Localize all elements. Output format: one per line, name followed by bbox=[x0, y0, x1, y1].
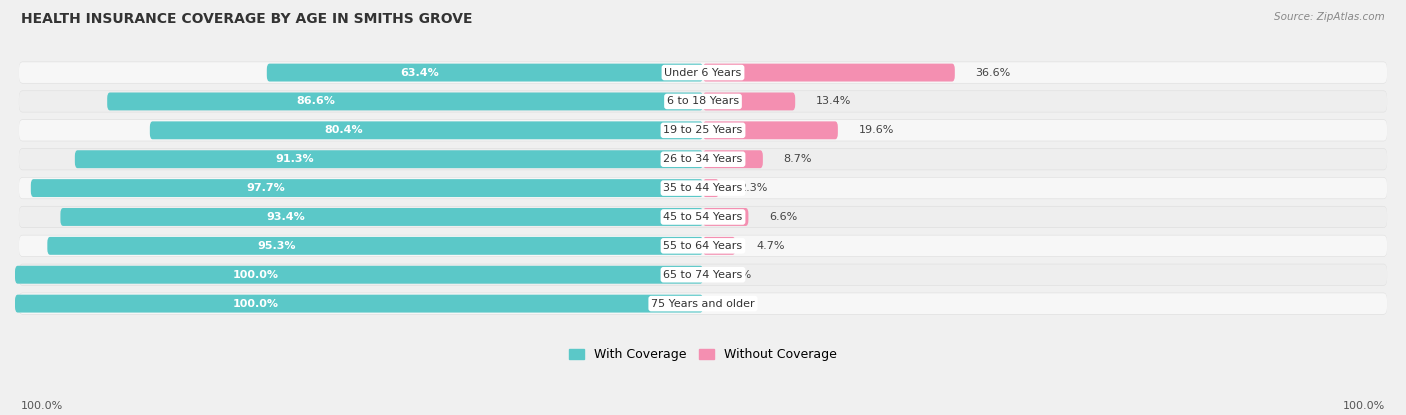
Text: HEALTH INSURANCE COVERAGE BY AGE IN SMITHS GROVE: HEALTH INSURANCE COVERAGE BY AGE IN SMIT… bbox=[21, 12, 472, 27]
FancyBboxPatch shape bbox=[20, 235, 1386, 257]
FancyBboxPatch shape bbox=[20, 207, 1386, 227]
Text: 2.3%: 2.3% bbox=[740, 183, 768, 193]
Text: Under 6 Years: Under 6 Years bbox=[665, 68, 741, 78]
FancyBboxPatch shape bbox=[20, 178, 1386, 198]
FancyBboxPatch shape bbox=[20, 235, 1386, 256]
Text: 8.7%: 8.7% bbox=[783, 154, 813, 164]
FancyBboxPatch shape bbox=[703, 93, 796, 110]
FancyBboxPatch shape bbox=[20, 120, 1386, 141]
Text: 35 to 44 Years: 35 to 44 Years bbox=[664, 183, 742, 193]
Text: 63.4%: 63.4% bbox=[401, 68, 439, 78]
FancyBboxPatch shape bbox=[75, 150, 703, 168]
FancyBboxPatch shape bbox=[20, 61, 1386, 83]
FancyBboxPatch shape bbox=[15, 295, 703, 312]
Text: 93.4%: 93.4% bbox=[266, 212, 305, 222]
Text: 100.0%: 100.0% bbox=[1343, 401, 1385, 411]
Text: 19.6%: 19.6% bbox=[859, 125, 894, 135]
Text: 86.6%: 86.6% bbox=[297, 96, 335, 107]
FancyBboxPatch shape bbox=[20, 62, 1386, 83]
FancyBboxPatch shape bbox=[48, 237, 703, 255]
FancyBboxPatch shape bbox=[20, 90, 1386, 112]
Text: 65 to 74 Years: 65 to 74 Years bbox=[664, 270, 742, 280]
FancyBboxPatch shape bbox=[20, 120, 1386, 141]
FancyBboxPatch shape bbox=[703, 121, 838, 139]
FancyBboxPatch shape bbox=[20, 148, 1386, 170]
FancyBboxPatch shape bbox=[31, 179, 703, 197]
FancyBboxPatch shape bbox=[703, 237, 735, 255]
FancyBboxPatch shape bbox=[15, 266, 703, 284]
Text: 100.0%: 100.0% bbox=[233, 299, 278, 309]
FancyBboxPatch shape bbox=[20, 264, 1386, 286]
Text: 75 Years and older: 75 Years and older bbox=[651, 299, 755, 309]
Text: 4.7%: 4.7% bbox=[756, 241, 785, 251]
FancyBboxPatch shape bbox=[150, 121, 703, 139]
FancyBboxPatch shape bbox=[60, 208, 703, 226]
Text: 100.0%: 100.0% bbox=[233, 270, 278, 280]
Text: 19 to 25 Years: 19 to 25 Years bbox=[664, 125, 742, 135]
FancyBboxPatch shape bbox=[20, 206, 1386, 228]
FancyBboxPatch shape bbox=[20, 264, 1386, 285]
Text: 55 to 64 Years: 55 to 64 Years bbox=[664, 241, 742, 251]
FancyBboxPatch shape bbox=[20, 149, 1386, 170]
FancyBboxPatch shape bbox=[267, 63, 703, 81]
FancyBboxPatch shape bbox=[703, 208, 748, 226]
Text: 100.0%: 100.0% bbox=[21, 401, 63, 411]
FancyBboxPatch shape bbox=[20, 91, 1386, 112]
FancyBboxPatch shape bbox=[107, 93, 703, 110]
Text: 91.3%: 91.3% bbox=[276, 154, 314, 164]
Text: 0.0%: 0.0% bbox=[724, 299, 752, 309]
FancyBboxPatch shape bbox=[703, 63, 955, 81]
Text: 0.0%: 0.0% bbox=[724, 270, 752, 280]
Text: 13.4%: 13.4% bbox=[815, 96, 851, 107]
Text: 97.7%: 97.7% bbox=[246, 183, 285, 193]
Text: 6.6%: 6.6% bbox=[769, 212, 797, 222]
Text: 6 to 18 Years: 6 to 18 Years bbox=[666, 96, 740, 107]
Text: Source: ZipAtlas.com: Source: ZipAtlas.com bbox=[1274, 12, 1385, 22]
Text: 36.6%: 36.6% bbox=[976, 68, 1011, 78]
FancyBboxPatch shape bbox=[20, 293, 1386, 315]
Text: 80.4%: 80.4% bbox=[325, 125, 363, 135]
FancyBboxPatch shape bbox=[20, 293, 1386, 314]
Legend: With Coverage, Without Coverage: With Coverage, Without Coverage bbox=[564, 344, 842, 366]
FancyBboxPatch shape bbox=[703, 150, 763, 168]
FancyBboxPatch shape bbox=[20, 177, 1386, 199]
Text: 45 to 54 Years: 45 to 54 Years bbox=[664, 212, 742, 222]
Text: 26 to 34 Years: 26 to 34 Years bbox=[664, 154, 742, 164]
Text: 95.3%: 95.3% bbox=[257, 241, 297, 251]
FancyBboxPatch shape bbox=[703, 179, 718, 197]
